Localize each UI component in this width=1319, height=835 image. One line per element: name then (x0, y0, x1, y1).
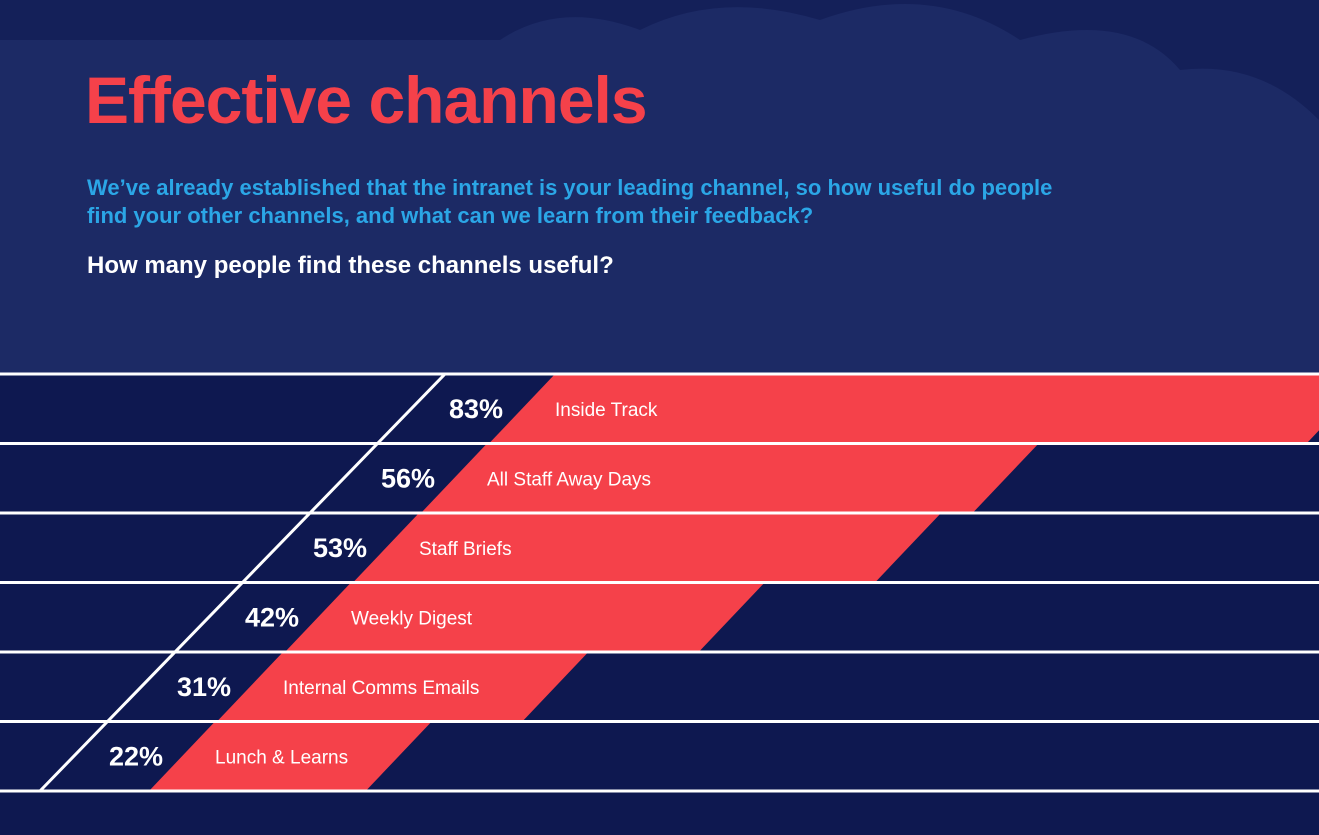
category-label: Inside Track (555, 400, 658, 421)
value-label: 42% (245, 602, 299, 632)
question: How many people find these channels usef… (87, 252, 614, 279)
title: Effective channels (85, 63, 648, 137)
start-line (38, 372, 447, 793)
category-label: Lunch & Learns (215, 747, 348, 768)
bar (217, 652, 589, 722)
cloud-edge (0, 0, 1319, 120)
category-label: All Staff Away Days (487, 469, 651, 490)
value-label: 83% (449, 394, 503, 424)
sky (0, 0, 1319, 374)
bar (285, 582, 765, 652)
value-label: 22% (109, 741, 163, 771)
bar (489, 374, 1319, 444)
value-label: 53% (313, 533, 367, 563)
category-label: Weekly Digest (351, 608, 473, 629)
value-label: 31% (177, 672, 231, 702)
subtitle: We’ve already established that the intra… (87, 175, 1053, 228)
category-label: Staff Briefs (419, 539, 512, 560)
bar (149, 721, 432, 791)
bar (421, 443, 1039, 513)
category-label: Internal Comms Emails (283, 678, 479, 699)
value-label: 56% (381, 463, 435, 493)
bar (353, 513, 942, 583)
